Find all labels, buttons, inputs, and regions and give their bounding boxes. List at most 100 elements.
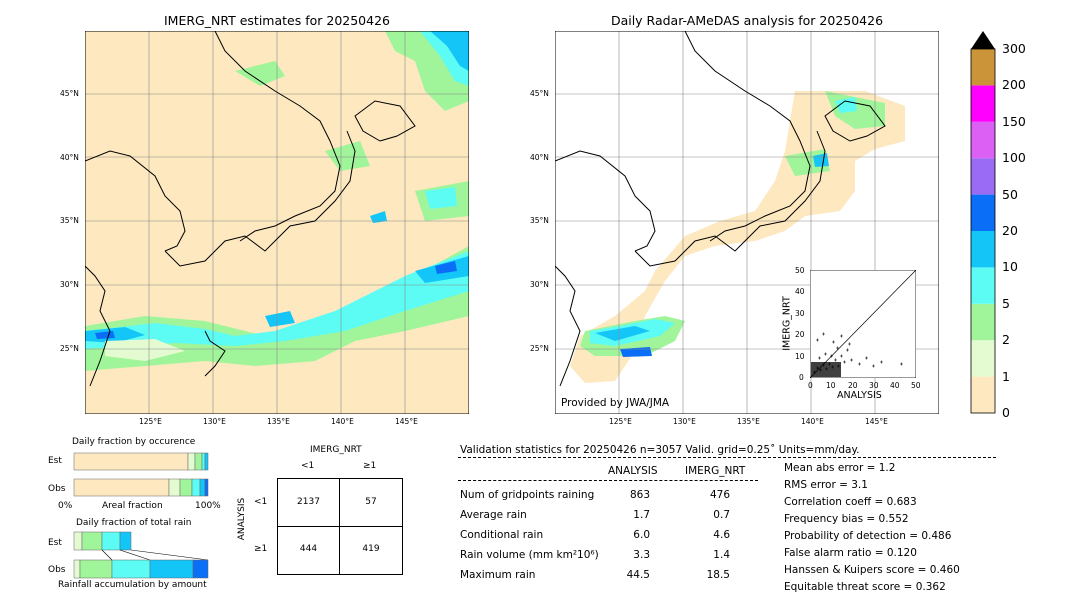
score-line: Correlation coeff = 0.683 bbox=[784, 496, 917, 508]
col-imerg: IMERG_NRT bbox=[685, 465, 746, 477]
stat-analysis: 44.5 bbox=[626, 569, 650, 581]
scatter-xlabel: ANALYSIS bbox=[837, 390, 882, 401]
occ-est-bar bbox=[73, 452, 209, 471]
ct-col-label: ≥1 bbox=[363, 461, 377, 471]
right-lon-tick: 145°E bbox=[865, 417, 888, 426]
right-lat-tick: 45°N bbox=[530, 89, 549, 98]
colorbar-tick-label: 5 bbox=[1002, 295, 1010, 311]
colorbar-bin bbox=[971, 121, 995, 159]
occ-axis-mid: Areal fraction bbox=[102, 501, 163, 511]
left-lon-tick: 145°E bbox=[395, 417, 418, 426]
stat-label: Conditional rain bbox=[460, 529, 544, 541]
stat-label: Average rain bbox=[460, 509, 527, 521]
ct-cell: 444 bbox=[299, 544, 318, 554]
stat-imerg: 18.5 bbox=[706, 569, 730, 581]
colorbar-bin bbox=[971, 85, 995, 122]
left-gridlines bbox=[85, 31, 469, 414]
colorbar-tick-label: 10 bbox=[1002, 259, 1018, 275]
right-map-title: Daily Radar-AMeDAS analysis for 20250426 bbox=[610, 13, 884, 28]
stat-imerg: 1.4 bbox=[713, 549, 730, 561]
colorbar-bin bbox=[971, 49, 995, 86]
occ-row-obs: Obs bbox=[48, 484, 66, 494]
right-lat-tick: 35°N bbox=[530, 216, 549, 225]
score-line: Mean abs error = 1.2 bbox=[784, 462, 896, 474]
score-line: Probability of detection = 0.486 bbox=[784, 530, 952, 542]
scatter-y-tick: 30 bbox=[795, 309, 805, 318]
colorbar bbox=[970, 31, 996, 414]
stat-imerg: 476 bbox=[709, 489, 730, 501]
stat-imerg: 4.6 bbox=[713, 529, 730, 541]
score-line: Equitable threat score = 0.362 bbox=[784, 581, 946, 593]
score-line: False alarm ratio = 0.120 bbox=[784, 547, 917, 559]
scatter-x-tick: 40 bbox=[890, 381, 900, 390]
scatter-x-tick: 30 bbox=[869, 381, 879, 390]
left-lon-tick: 135°E bbox=[267, 417, 290, 426]
rain-est-bar bbox=[73, 531, 132, 551]
left-lat-tick: 35°N bbox=[60, 216, 79, 225]
stat-imerg: 0.7 bbox=[713, 509, 730, 521]
occ-axis-left: 0% bbox=[58, 501, 73, 511]
left-lat-tick: 45°N bbox=[60, 89, 79, 98]
score-line: RMS error = 3.1 bbox=[784, 479, 868, 491]
stat-analysis: 3.3 bbox=[633, 549, 650, 561]
stat-label: Maximum rain bbox=[460, 569, 536, 581]
colorbar-tick-label: 300 bbox=[1002, 41, 1026, 56]
ct-cell: 419 bbox=[362, 544, 380, 554]
scatter-inset bbox=[810, 270, 916, 378]
left-map-title: IMERG_NRT estimates for 20250426 bbox=[163, 13, 390, 28]
stat-analysis: 6.0 bbox=[633, 529, 650, 541]
contingency-grid: 2137 57 444 419 bbox=[277, 478, 403, 575]
rain-row-est: Est bbox=[48, 538, 62, 548]
rain-connect-lines bbox=[101, 549, 209, 561]
scatter-x-tick: 10 bbox=[826, 381, 836, 390]
right-lon-tick: 125°E bbox=[609, 417, 632, 426]
colorbar-bin bbox=[971, 158, 995, 195]
scatter-y-tick: 40 bbox=[795, 287, 805, 296]
scatter-ylabel: IMERG_NRT bbox=[781, 296, 793, 351]
scatter-x-tick: 50 bbox=[911, 381, 921, 390]
colorbar-bin bbox=[971, 231, 995, 268]
colorbar-tick-label: 200 bbox=[1002, 77, 1026, 93]
scatter-x-tick: 0 bbox=[808, 381, 813, 390]
left-coastlines bbox=[85, 31, 416, 387]
validation-dash-line bbox=[458, 457, 996, 458]
scatter-y-tick: 20 bbox=[795, 330, 805, 339]
stat-analysis: 863 bbox=[629, 489, 650, 501]
occurrence-chart bbox=[73, 452, 209, 497]
score-line: Hanssen & Kuipers score = 0.460 bbox=[784, 564, 960, 576]
occurrence-title: Daily fraction by occurence bbox=[72, 437, 196, 447]
colorbar-tick-label: 0 bbox=[1002, 405, 1010, 420]
left-lon-tick: 130°E bbox=[203, 417, 226, 426]
colorbar-bin bbox=[971, 340, 995, 377]
right-lat-tick: 40°N bbox=[530, 153, 549, 162]
left-lat-tick: 30°N bbox=[60, 280, 79, 289]
right-lon-tick: 135°E bbox=[737, 417, 760, 426]
ct-row-label: <1 bbox=[254, 497, 268, 507]
colorbar-tick-label: 150 bbox=[1002, 113, 1026, 129]
colorbar-tick-label: 2 bbox=[1002, 332, 1010, 348]
left-map bbox=[85, 31, 469, 414]
stat-label: Num of gridpoints raining bbox=[460, 489, 595, 501]
colorbar-bin bbox=[971, 194, 995, 231]
col-analysis: ANALYSIS bbox=[608, 465, 658, 477]
ct-cell: 57 bbox=[365, 497, 377, 507]
left-lat-tick: 40°N bbox=[60, 153, 79, 162]
scatter-y-tick: 10 bbox=[795, 352, 805, 361]
left-lon-tick: 125°E bbox=[139, 417, 162, 426]
total-rain-footer: Rainfall accumulation by amount bbox=[58, 580, 207, 590]
rain-obs-bar bbox=[73, 559, 209, 579]
ct-col-header: IMERG_NRT bbox=[310, 445, 362, 455]
validation-dash-line-2 bbox=[458, 480, 758, 481]
colorbar-tick-label: 1 bbox=[1002, 368, 1010, 384]
left-lon-tick: 140°E bbox=[331, 417, 354, 426]
ct-cell: 2137 bbox=[297, 497, 320, 507]
total-rain-title: Daily fraction of total rain bbox=[76, 518, 192, 528]
colorbar-bin bbox=[971, 303, 995, 341]
score-line: Frequency bias = 0.552 bbox=[784, 513, 909, 525]
colorbar-bin bbox=[971, 376, 995, 413]
occ-axis-right: 100% bbox=[195, 501, 221, 511]
ct-col-label: <1 bbox=[301, 461, 315, 471]
occ-row-est: Est bbox=[48, 456, 62, 466]
ct-row-label: ≥1 bbox=[254, 544, 268, 554]
total-rain-chart bbox=[73, 531, 209, 579]
